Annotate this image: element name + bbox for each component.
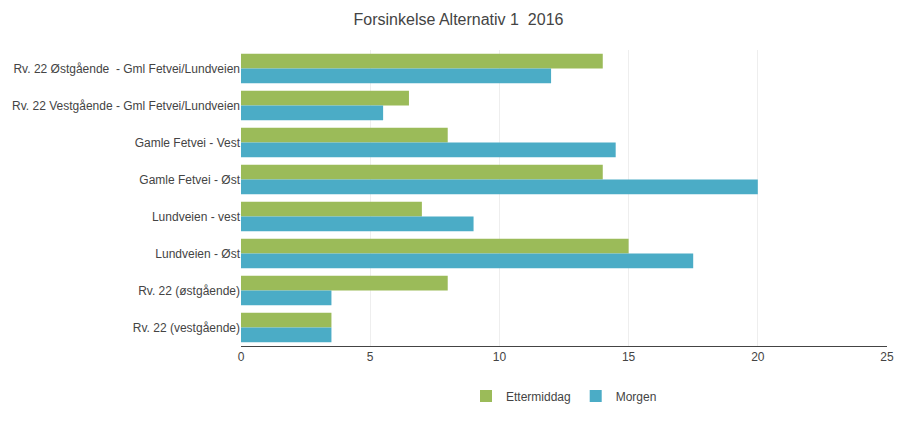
svg-text:Rv. 22 (vestgående): Rv. 22 (vestgående): [133, 321, 240, 335]
svg-text:Morgen: Morgen: [616, 390, 657, 404]
svg-text:Forsinkelse Alternativ 1 2016: Forsinkelse Alternativ 1 2016: [354, 11, 564, 28]
svg-text:15: 15: [622, 350, 636, 364]
svg-text:20: 20: [751, 350, 765, 364]
svg-text:Rv. 22 Vestgående - Gml Fetvei: Rv. 22 Vestgående - Gml Fetvei/Lundveien: [12, 99, 240, 113]
svg-text:Ettermiddag: Ettermiddag: [506, 390, 571, 404]
svg-text:Rv. 22 Østgående - Gml Fetvei: Rv. 22 Østgående - Gml Fetvei/Lundveien: [13, 62, 240, 76]
svg-text:10: 10: [493, 350, 507, 364]
svg-text:Rv. 22 (østgående): Rv. 22 (østgående): [138, 284, 240, 298]
svg-text:25: 25: [880, 350, 894, 364]
svg-text:Lundveien - vest: Lundveien - vest: [152, 210, 241, 224]
svg-text:Gamle Fetvei - Øst: Gamle Fetvei - Øst: [139, 173, 240, 187]
svg-text:Gamle Fetvei - Vest: Gamle Fetvei - Vest: [135, 136, 241, 150]
svg-text:Lundveien - Øst: Lundveien - Øst: [155, 247, 240, 261]
svg-text:5: 5: [367, 350, 374, 364]
svg-text:0: 0: [238, 350, 245, 364]
